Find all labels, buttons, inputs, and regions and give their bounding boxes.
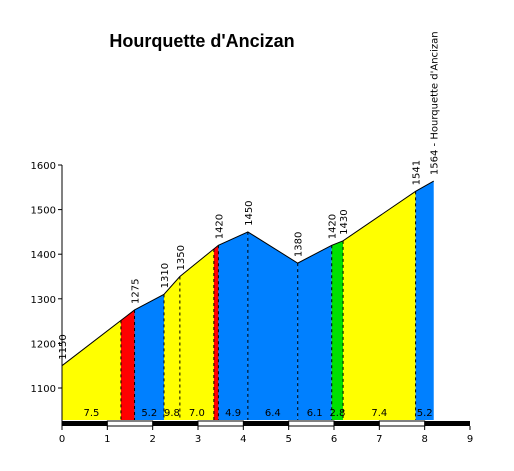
segment-fill-9 [297, 245, 332, 420]
segment-fill-6 [213, 245, 219, 420]
axes: 0 1 2 3 4 5 6 7 8 9 1100 1200 1300 1400 1500 1600 [31, 161, 474, 445]
segment-dividers [120, 191, 417, 420]
gradient-label-12: 5.2 [417, 408, 433, 419]
gradient-label-9: 6.1 [307, 408, 323, 419]
y-tick-label-1500: 1500 [31, 206, 56, 217]
gradient-label-11: 7.4 [371, 408, 387, 419]
profile-line [61, 180, 434, 367]
segment-fill-11 [343, 191, 416, 420]
segment-fill-10 [331, 240, 344, 420]
gradient-label-4: 9.8 [164, 408, 180, 419]
distance-bar-white-4 [197, 420, 244, 427]
elevation-label-6: 1450 [244, 200, 255, 225]
gradient-label-5: 7.0 [189, 408, 205, 419]
elevation-label-5: 1420 [214, 214, 225, 239]
gradient-label-3: 5.2 [141, 408, 157, 419]
gradient-label-7: 4.9 [225, 408, 241, 419]
distance-bar-black-9 [424, 421, 470, 426]
elevation-label-4: 1350 [176, 245, 187, 270]
distance-bar-white-2 [106, 420, 154, 427]
elevation-label-7: 1380 [294, 232, 305, 257]
gradient-label-1: 7.5 [84, 408, 100, 419]
x-tick-label-3: 3 [195, 434, 201, 445]
distance-bar-black-5 [243, 421, 289, 426]
elevation-label-11: 1564 - Hourquette d'Ancizan [430, 31, 441, 175]
y-tick-label-1200: 1200 [31, 339, 56, 350]
segment-fill-4 [164, 276, 180, 420]
x-tick-label-1: 1 [104, 434, 110, 445]
x-tick-label-9: 9 [467, 434, 473, 445]
gradient-labels: 7.5 5.2 9.8 7.0 4.9 6.4 6.1 2.8 7.4 5.2 [84, 408, 433, 419]
x-tick-label-7: 7 [376, 434, 382, 445]
profile-outline [61, 180, 434, 367]
elevation-label-3: 1310 [160, 263, 171, 288]
segment-fill-5 [179, 248, 214, 420]
segment-fill-12 [415, 181, 434, 420]
y-tick-label-1600: 1600 [31, 161, 56, 172]
elevation-label-9: 1430 [339, 209, 350, 234]
gradient-label-8: 6.4 [265, 408, 281, 419]
elevation-label-2: 1275 [131, 278, 142, 303]
chart-title: Hourquette d'Ancizan [109, 31, 294, 51]
x-tick-label-0: 0 [59, 434, 65, 445]
y-tick-label-1100: 1100 [31, 384, 56, 395]
gradient-segments [62, 181, 434, 420]
distance-bar-black-1 [62, 421, 108, 426]
x-tick-label-8: 8 [421, 434, 427, 445]
segment-fill-8 [247, 231, 298, 420]
x-tick-label-5: 5 [285, 434, 291, 445]
elevation-label-1: 1150 [58, 334, 69, 359]
segment-fill-1 [62, 320, 121, 420]
gradient-label-10: 2.8 [329, 408, 345, 419]
x-tick-label-4: 4 [240, 434, 246, 445]
distance-bar-black-7 [334, 421, 380, 426]
y-tick-label-1300: 1300 [31, 295, 56, 306]
x-tick-label-6: 6 [331, 434, 337, 445]
segment-fill-7 [218, 231, 248, 420]
segment-fill-3 [134, 294, 164, 420]
x-tick-label-2: 2 [149, 434, 155, 445]
elevation-label-8: 1420 [328, 214, 339, 239]
distance-bar-black-3 [152, 421, 198, 426]
y-tick-label-1400: 1400 [31, 250, 56, 261]
elevation-label-10: 1541 [412, 160, 423, 185]
distance-bar-white-6 [288, 420, 335, 427]
distance-bar-white-8 [378, 420, 426, 427]
segment-fill-2 [120, 309, 135, 420]
